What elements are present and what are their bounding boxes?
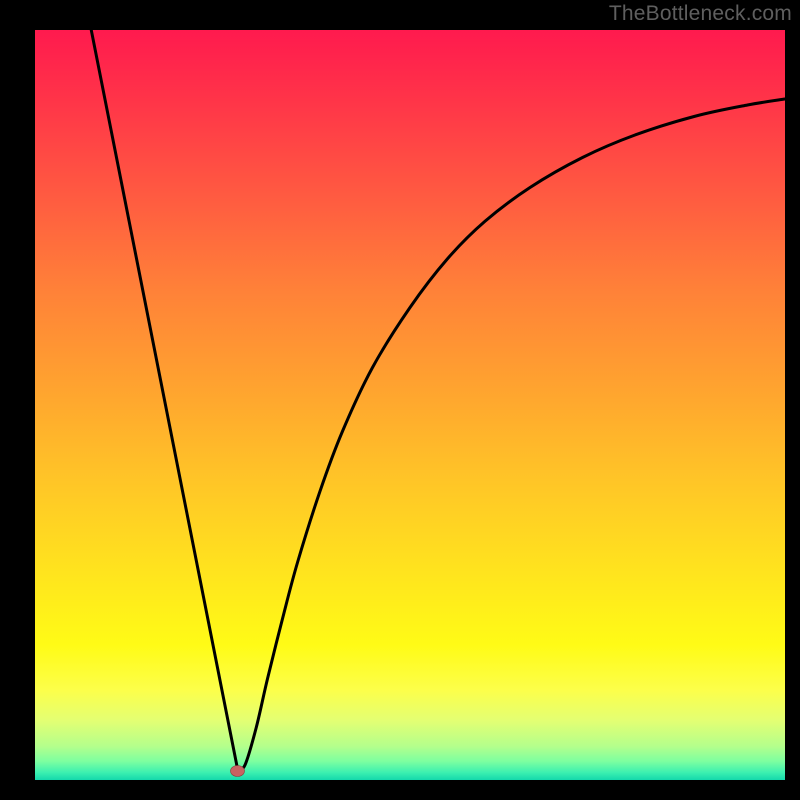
curve-minimum-marker bbox=[231, 766, 245, 777]
chart-frame: TheBottleneck.com bbox=[0, 0, 800, 800]
watermark-text: TheBottleneck.com bbox=[609, 2, 792, 26]
chart-gradient-bg bbox=[35, 30, 785, 780]
chart-svg bbox=[35, 30, 785, 780]
plot-area bbox=[35, 30, 785, 780]
